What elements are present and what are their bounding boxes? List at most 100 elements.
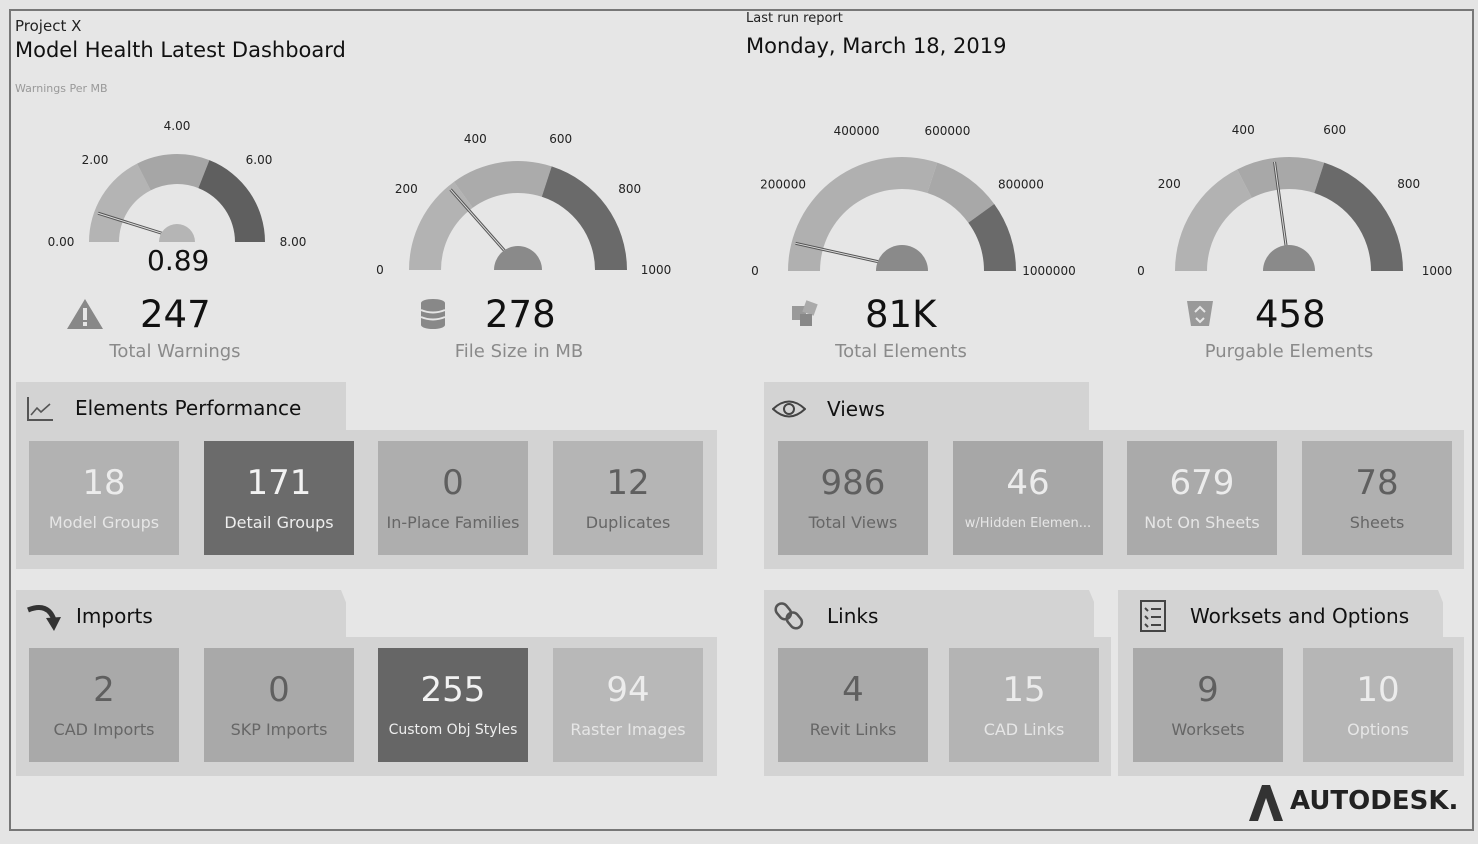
checklist-icon	[1140, 600, 1166, 636]
tile-value: 78	[1355, 463, 1399, 503]
gauge-band	[1314, 162, 1403, 271]
gauge-band	[788, 157, 938, 271]
gauge-tick-label: 0	[1137, 264, 1145, 278]
views-title: Views	[827, 397, 885, 421]
gauge-tick-label: 1000000	[1022, 264, 1075, 278]
gauge-tick-label: 1000	[1422, 264, 1453, 278]
recycle-bin-icon	[1185, 298, 1215, 332]
revit-links-tile[interactable]: 4 Revit Links	[778, 648, 928, 762]
tile-value: 0	[442, 463, 464, 503]
file-size-label: File Size in MB	[454, 341, 584, 362]
gauge-tick-label: 600	[1323, 123, 1346, 137]
gauge-tick-label: 400	[464, 132, 487, 146]
gauge-band	[198, 160, 265, 242]
gauge-tick-label: 1000	[641, 263, 672, 277]
gauge-tick-label: 0	[751, 264, 759, 278]
file-size-value: 278	[485, 293, 556, 336]
gauge-band	[89, 163, 151, 242]
gauge-hub	[876, 245, 928, 271]
warning-icon	[66, 298, 104, 334]
tile-label: In-Place Families	[386, 513, 520, 532]
total-views-tile[interactable]: 986 Total Views	[778, 441, 928, 555]
tile-label: Revit Links	[809, 720, 897, 739]
imports-title: Imports	[76, 604, 153, 628]
report-date: Monday, March 18, 2019	[746, 34, 1007, 58]
tile-value: 986	[820, 463, 886, 503]
tile-label: CAD Imports	[53, 720, 155, 739]
tile-label: Model Groups	[48, 513, 160, 532]
curved-arrow-icon	[26, 600, 62, 636]
purgable-elements-value: 458	[1255, 293, 1326, 336]
skp-imports-tile[interactable]: 0 SKP Imports	[204, 648, 354, 762]
line-chart-icon	[26, 396, 54, 426]
tile-value: 94	[606, 670, 650, 710]
eye-icon	[771, 398, 807, 424]
tile-label: Detail Groups	[224, 513, 334, 532]
gauge-tick-label: 200000	[760, 178, 806, 192]
tile-label: Total Views	[808, 513, 898, 532]
gauge-hub	[494, 246, 542, 270]
tile-label: Raster Images	[570, 720, 686, 739]
tile-label: Custom Obj Styles	[388, 722, 518, 738]
gauge-tick-label: 400	[1232, 123, 1255, 137]
model-groups-tile[interactable]: 18 Model Groups	[29, 441, 179, 555]
elements-icon	[790, 298, 822, 332]
sheets-tile[interactable]: 78 Sheets	[1302, 441, 1452, 555]
tile-label: SKP Imports	[230, 720, 328, 739]
imports-tab	[16, 590, 346, 640]
purgable-elements-label: Purgable Elements	[1204, 341, 1374, 362]
tile-label: Sheets	[1349, 513, 1405, 532]
total-elements-value: 81K	[865, 293, 937, 336]
cad-links-tile[interactable]: 15 CAD Links	[949, 648, 1099, 762]
custom-obj-styles-tile[interactable]: 255 Custom Obj Styles	[378, 648, 528, 762]
gauge-tick-label: 6.00	[246, 153, 273, 167]
duplicates-tile[interactable]: 12 Duplicates	[553, 441, 703, 555]
hidden-elements-tile[interactable]: 46 w/Hidden Elemen...	[953, 441, 1103, 555]
views-tab	[764, 382, 1089, 432]
gauge-hub	[159, 224, 195, 242]
gauge-band	[1175, 169, 1252, 271]
links-tab	[764, 590, 1094, 640]
tile-value: 171	[246, 463, 312, 503]
tile-value: 0	[268, 670, 290, 710]
total-warnings-label: Total Warnings	[109, 341, 241, 362]
gauge-tick-label: 800000	[998, 178, 1044, 192]
gauge-svg: 0 200000 400000 600000 800000 1000000	[751, 124, 1076, 278]
gauge-tick-label: 400000	[834, 124, 880, 138]
tile-value: 2	[93, 670, 115, 710]
gauge-tick-label: 4.00	[164, 119, 191, 133]
not-on-sheets-tile[interactable]: 679 Not On Sheets	[1127, 441, 1277, 555]
gauge-tick-label: 800	[1397, 177, 1420, 191]
gauge-tick-label: 0.00	[48, 235, 75, 249]
cad-imports-tile[interactable]: 2 CAD Imports	[29, 648, 179, 762]
database-icon	[420, 298, 446, 334]
gauge-tick-label: 600000	[925, 124, 971, 138]
tile-value: 9	[1197, 670, 1219, 710]
project-name: Project X	[15, 17, 82, 35]
tile-label: CAD Links	[983, 720, 1065, 739]
worksets-tile[interactable]: 9 Worksets	[1133, 648, 1283, 762]
gauge-svg: 0 200 400 600 800 1000	[376, 132, 672, 277]
link-icon	[774, 600, 804, 636]
gauge-svg: 0.00 2.00 4.00 6.00 8.00	[48, 119, 307, 249]
worksets-tab	[1118, 590, 1443, 640]
page-title: Model Health Latest Dashboard	[15, 38, 346, 62]
options-tile[interactable]: 10 Options	[1303, 648, 1453, 762]
tile-value: 46	[1006, 463, 1050, 503]
gauge-tick-label: 8.00	[280, 235, 307, 249]
autodesk-logo-icon	[1248, 784, 1284, 826]
gauge-hub	[1263, 245, 1315, 271]
last-run-label: Last run report	[746, 11, 843, 26]
gauge-tick-label: 800	[618, 182, 641, 196]
gauge-tick-label: 0	[376, 263, 384, 277]
tile-label: Options	[1347, 720, 1409, 739]
detail-groups-tile[interactable]: 171 Detail Groups	[204, 441, 354, 555]
warnings-per-mb-value: 0.89	[147, 244, 210, 277]
tile-label: Not On Sheets	[1144, 513, 1260, 532]
gauge-band	[541, 166, 627, 270]
tile-value: 10	[1356, 670, 1400, 710]
in-place-families-tile[interactable]: 0 In-Place Families	[378, 441, 528, 555]
tile-value: 12	[606, 463, 650, 503]
tile-value: 255	[420, 670, 486, 710]
raster-images-tile[interactable]: 94 Raster Images	[553, 648, 703, 762]
